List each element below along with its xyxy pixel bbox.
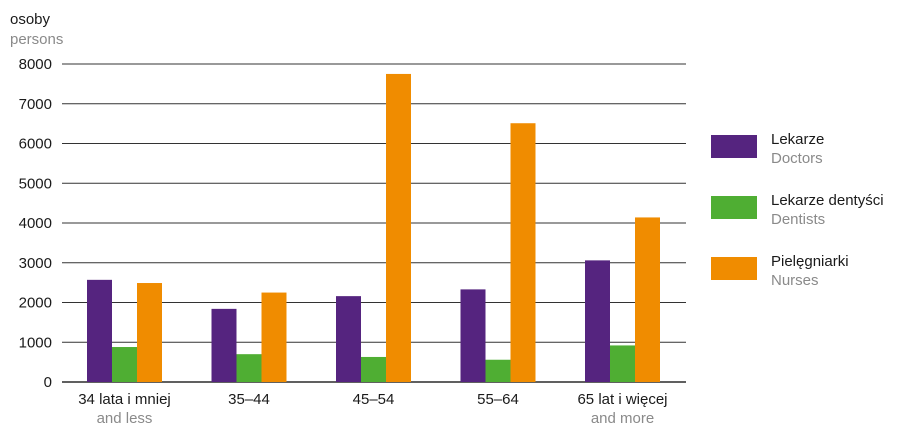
- x-tick-label: 55–64: [477, 391, 519, 408]
- x-tick-label: 34 lata i mniej: [78, 391, 171, 408]
- x-tick-label: 45–54: [353, 391, 395, 408]
- bar: [510, 123, 536, 382]
- y-tick-label: 6000: [19, 136, 52, 153]
- legend-swatch: [711, 135, 757, 158]
- y-tick-label: 3000: [19, 255, 52, 272]
- bar: [485, 359, 511, 382]
- legend-label: Lekarze dentyści: [771, 192, 884, 209]
- bar: [386, 73, 411, 382]
- gridlines: [62, 63, 686, 383]
- x-tick-label-secondary: and less: [97, 410, 153, 426]
- bar: [137, 283, 162, 382]
- legend-label-secondary: Nurses: [771, 272, 819, 289]
- y-tick-label: 5000: [19, 175, 52, 192]
- bar: [336, 296, 361, 382]
- y-tick-label: 8000: [19, 56, 52, 73]
- legend-swatch: [711, 257, 757, 280]
- legend-label: Lekarze: [771, 131, 824, 148]
- bar: [585, 260, 610, 382]
- y-tick-label: 1000: [19, 334, 52, 351]
- y-tick-label: 0: [44, 374, 52, 391]
- bar: [635, 217, 660, 382]
- y-tick-label: 7000: [19, 96, 52, 113]
- bar: [236, 354, 262, 382]
- bar: [112, 347, 137, 382]
- bar: [460, 289, 486, 382]
- bar: [261, 292, 287, 382]
- bar: [361, 356, 386, 382]
- y-tick-label: 2000: [19, 295, 52, 312]
- x-tick-labels: 34 lata i mniej and less 35–44 45–54 55–64 65…: [78, 391, 667, 426]
- y-axis-label-secondary: persons: [10, 31, 63, 48]
- legend: Lekarze Doctors Lekarze dentyści Dentists Pi…: [711, 131, 884, 289]
- y-tick-labels: 0 1000 2000 3000 4000 5000 6000 7000 8000: [19, 56, 52, 391]
- x-tick-label: 35–44: [228, 391, 270, 408]
- bar: [87, 279, 112, 382]
- y-axis-label: osoby: [10, 11, 51, 28]
- bars: [87, 73, 660, 382]
- legend-label-secondary: Doctors: [771, 150, 823, 167]
- legend-label: Pielęgniarki: [771, 253, 849, 270]
- y-tick-label: 4000: [19, 215, 52, 232]
- legend-swatch: [711, 196, 757, 219]
- bar: [211, 308, 237, 382]
- bar: [610, 345, 635, 382]
- legend-label-secondary: Dentists: [771, 211, 825, 228]
- x-tick-label: 65 lat i więcej: [577, 391, 667, 408]
- x-tick-label-secondary: and more: [591, 410, 654, 426]
